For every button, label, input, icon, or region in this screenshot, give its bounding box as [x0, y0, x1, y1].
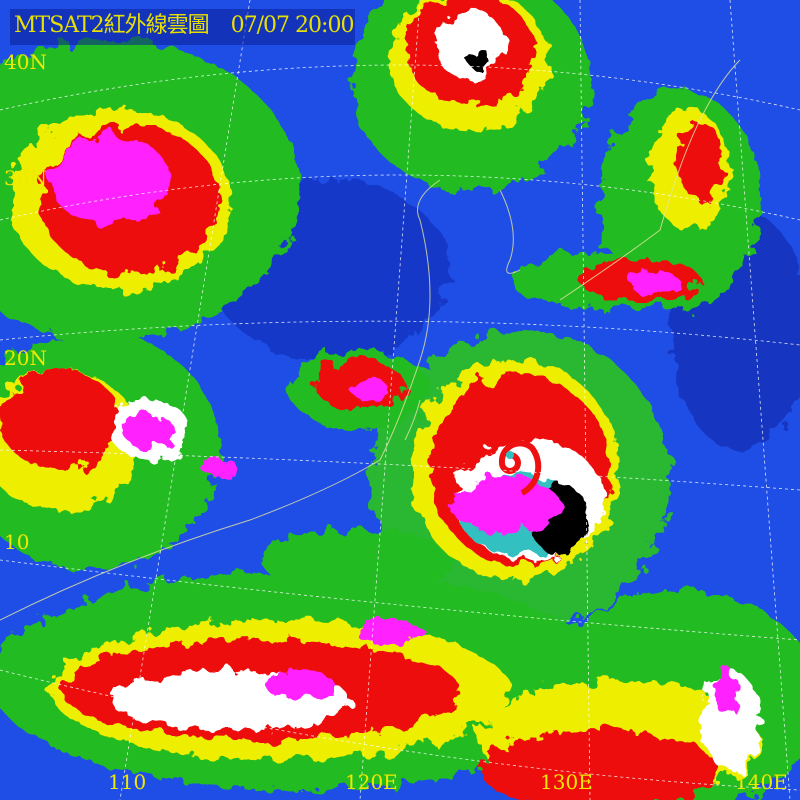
coldest-cloud-top — [265, 671, 335, 699]
high-cloud-region — [480, 730, 720, 800]
coldest-cloud-top — [715, 665, 735, 715]
coldest-cloud-top — [355, 620, 425, 644]
coastline — [0, 179, 441, 621]
latitude-line — [0, 449, 800, 491]
high-cloud-region — [678, 120, 722, 200]
title-bar — [10, 9, 355, 45]
coldest-cloud-top — [125, 414, 175, 450]
coastline — [559, 59, 741, 301]
high-cloud-region — [0, 370, 120, 470]
typhoon-spiral — [498, 440, 542, 496]
low-cloud-region — [260, 530, 460, 590]
latitude-label: 20N — [4, 346, 47, 370]
longitude-label: 110 — [108, 770, 147, 794]
latitude-label: 30N — [4, 166, 47, 190]
longitude-line — [579, 0, 591, 800]
longitude-label: 130E — [540, 770, 593, 794]
latitude-line — [0, 320, 800, 346]
latitude-line — [0, 559, 800, 641]
latitude-line — [0, 64, 800, 111]
timestamp: 07/07 20:00 — [230, 13, 355, 38]
coldest-cloud-top — [450, 477, 560, 533]
longitude-label: 140E — [735, 770, 788, 794]
coldest-cloud-top — [50, 135, 170, 225]
product-name: MTSAT2紅外線雲圖 — [14, 13, 210, 38]
latitude-line — [0, 174, 800, 221]
coldest-cloud-top — [352, 378, 388, 402]
coastline — [404, 399, 421, 441]
latitude-label: 40N — [4, 50, 47, 74]
longitude-line — [729, 0, 791, 800]
very-high-cloud — [700, 670, 760, 770]
latitude-line — [0, 669, 800, 791]
longitude-label: 120E — [345, 770, 398, 794]
very-high-cloud — [435, 10, 505, 80]
typhoon-eye — [506, 451, 514, 459]
longitude-line — [359, 0, 421, 800]
coldest-cloud-top — [630, 271, 680, 295]
black-cloud-top — [468, 50, 492, 70]
latitude-label: 10 — [4, 530, 30, 554]
coastline — [499, 189, 521, 274]
image-title: MTSAT2紅外線雲圖 07/07 20:00 — [14, 12, 355, 40]
coldest-cloud-top — [202, 458, 238, 478]
